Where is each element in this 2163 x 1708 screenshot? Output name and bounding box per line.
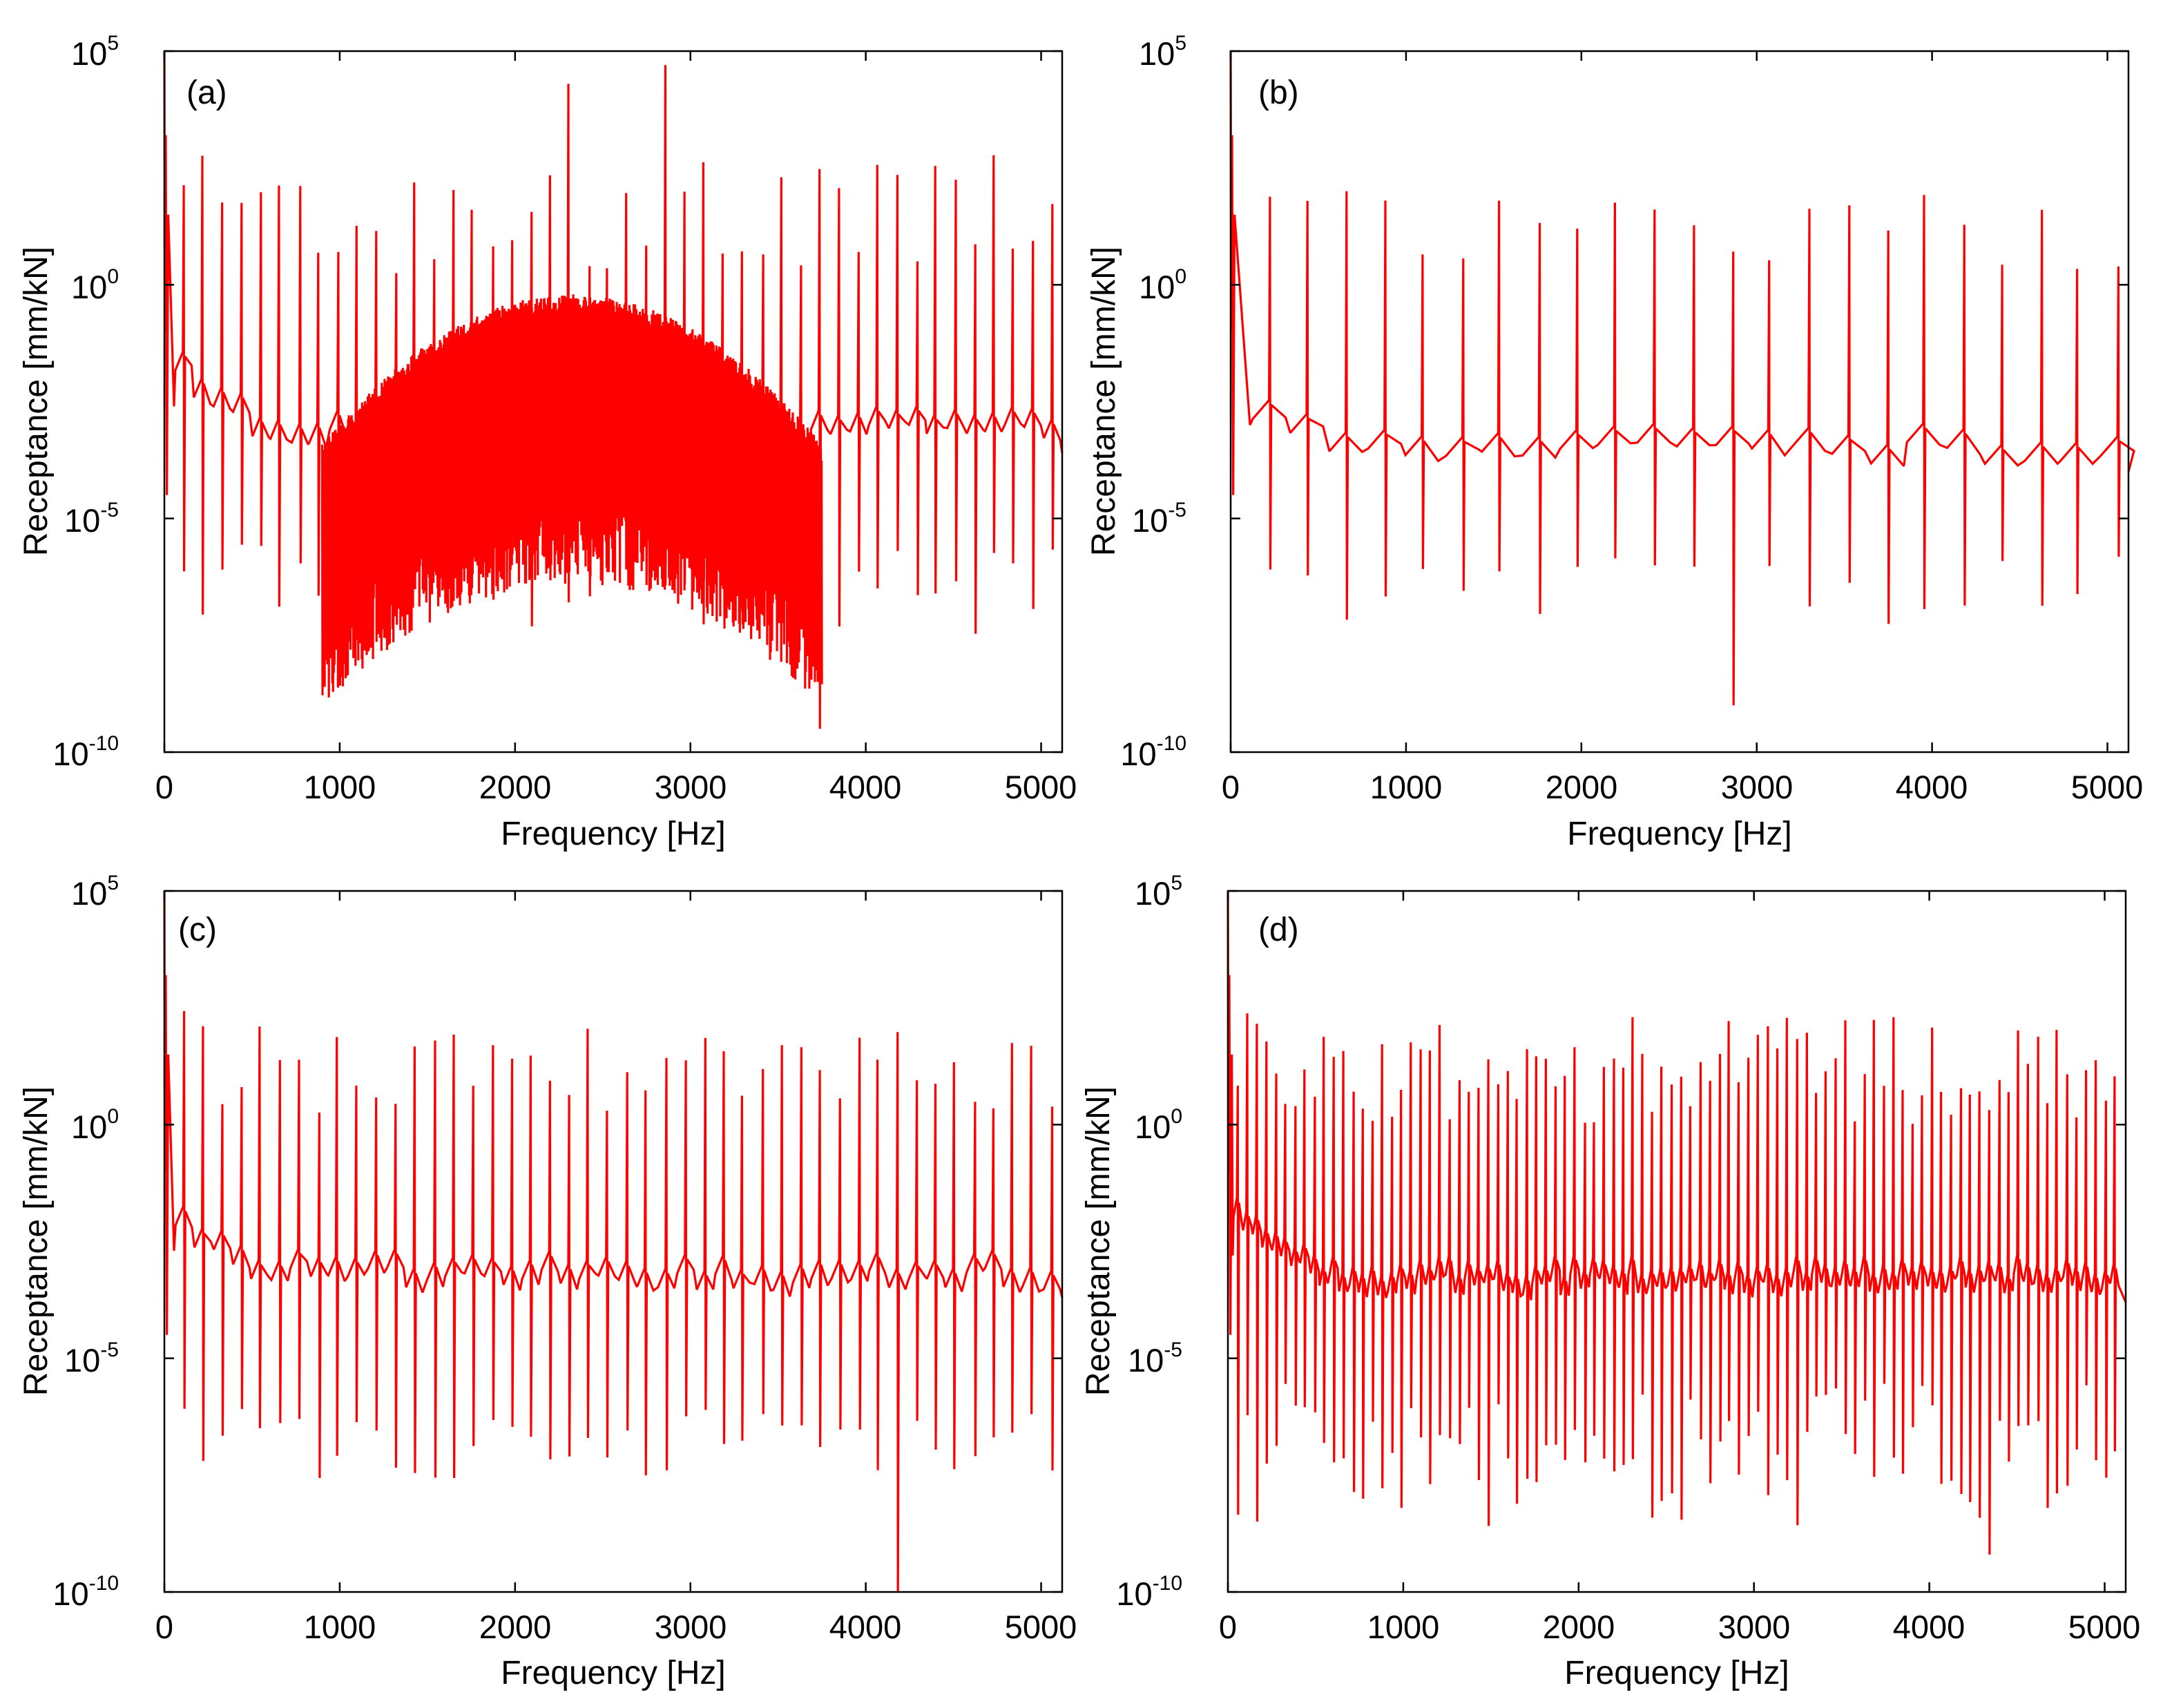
x-tick-label-b-0: 0: [1222, 769, 1240, 805]
x-tick-label-b-4: 4000: [1896, 769, 1968, 805]
ticks-d: [1227, 890, 2126, 1593]
panel-d: (d) Frequency [Hz] Receptance [mm/kN] 0 …: [1080, 872, 2140, 1691]
panel-b: (b) Frequency [Hz] Receptance [mm/kN] 0 …: [1086, 32, 2143, 852]
x-tick-label-a-2: 2000: [479, 769, 552, 805]
ticks-b: [1229, 50, 2128, 754]
y-tick-label-d-1: 100: [1135, 1105, 1182, 1145]
x-tick-label-b-5: 5000: [2071, 769, 2144, 805]
receptance-line-a: [163, 50, 1064, 729]
plot-frame-a: [163, 50, 1064, 754]
x-tick-label-d-0: 0: [1219, 1609, 1237, 1645]
y-axis-label-d: Receptance [mm/kN]: [1080, 1086, 1117, 1396]
y-axis-label-c: Receptance [mm/kN]: [18, 1086, 55, 1396]
y-tick-label-d-3: 10-10: [1116, 1572, 1182, 1612]
x-axis-label-b: Frequency [Hz]: [1567, 816, 1791, 852]
x-axis-label-a: Frequency [Hz]: [501, 816, 725, 852]
plot-frame-b: [1229, 50, 2130, 754]
receptance-line-c: [163, 890, 1064, 1593]
y-tick-label-a-3: 10-10: [52, 732, 119, 772]
receptance-trace-b: [1229, 50, 2135, 706]
panel-label-b: (b): [1258, 75, 1299, 111]
x-tick-label-c-0: 0: [155, 1609, 173, 1645]
x-tick-label-d-3: 3000: [1718, 1609, 1791, 1645]
x-tick-label-c-4: 4000: [829, 1609, 902, 1645]
x-axis-label-c: Frequency [Hz]: [501, 1655, 725, 1691]
ticks-c: [163, 890, 1062, 1593]
x-tick-label-d-5: 5000: [2068, 1609, 2141, 1645]
panel-label-c: (c): [178, 912, 217, 948]
x-tick-label-a-1: 1000: [304, 769, 376, 805]
y-tick-label-a-0: 105: [71, 32, 119, 72]
receptance-trace-d: [1227, 890, 2127, 1555]
x-tick-label-d-4: 4000: [1893, 1609, 1965, 1645]
x-tick-label-c-1: 1000: [304, 1609, 376, 1645]
y-tick-label-a-1: 100: [71, 265, 119, 305]
x-tick-label-a-5: 5000: [1005, 769, 1077, 805]
y-tick-label-c-1: 100: [71, 1105, 119, 1145]
receptance-line-b: [1229, 50, 2135, 706]
x-axis-label-d: Frequency [Hz]: [1564, 1655, 1789, 1691]
y-tick-label-b-2: 10-5: [1132, 499, 1186, 539]
x-tick-label-a-3: 3000: [655, 769, 727, 805]
y-axis-label-a: Receptance [mm/kN]: [18, 247, 55, 556]
x-tick-label-a-4: 4000: [829, 769, 902, 805]
y-tick-label-c-2: 10-5: [64, 1338, 119, 1379]
receptance-trace-a: [163, 50, 1064, 729]
x-tick-label-c-5: 5000: [1005, 1609, 1077, 1645]
x-tick-label-c-2: 2000: [479, 1609, 552, 1645]
x-tick-label-a-0: 0: [155, 769, 173, 805]
y-tick-label-b-1: 100: [1139, 265, 1186, 305]
x-tick-label-c-3: 3000: [655, 1609, 727, 1645]
y-tick-label-b-0: 105: [1139, 32, 1186, 72]
receptance-line-d: [1227, 890, 2127, 1555]
receptance-dense-band-a: [320, 294, 823, 698]
plot-frame-c: [163, 890, 1064, 1593]
ticks-a: [163, 50, 1062, 754]
y-tick-label-b-3: 10-10: [1120, 732, 1186, 772]
y-tick-label-d-0: 105: [1135, 872, 1182, 912]
y-tick-label-d-2: 10-5: [1128, 1338, 1182, 1379]
panel-label-d: (d): [1258, 912, 1299, 948]
x-tick-label-b-1: 1000: [1370, 769, 1443, 805]
panel-label-a: (a): [186, 75, 227, 111]
y-tick-label-c-0: 105: [71, 872, 119, 912]
y-tick-label-a-2: 10-5: [64, 499, 119, 539]
y-axis-label-b: Receptance [mm/kN]: [1086, 247, 1122, 556]
y-tick-label-c-3: 10-10: [52, 1572, 119, 1612]
x-tick-label-d-2: 2000: [1543, 1609, 1615, 1645]
receptance-trace-c: [163, 890, 1064, 1593]
plot-frame-d: [1227, 890, 2127, 1593]
panel-a: (a) Frequency [Hz] Receptance [mm/kN] 0 …: [18, 32, 1077, 852]
x-tick-label-d-1: 1000: [1367, 1609, 1440, 1645]
x-tick-label-b-2: 2000: [1546, 769, 1618, 805]
panel-c: (c) Frequency [Hz] Receptance [mm/kN] 0 …: [18, 872, 1077, 1691]
x-tick-label-b-3: 3000: [1721, 769, 1794, 805]
